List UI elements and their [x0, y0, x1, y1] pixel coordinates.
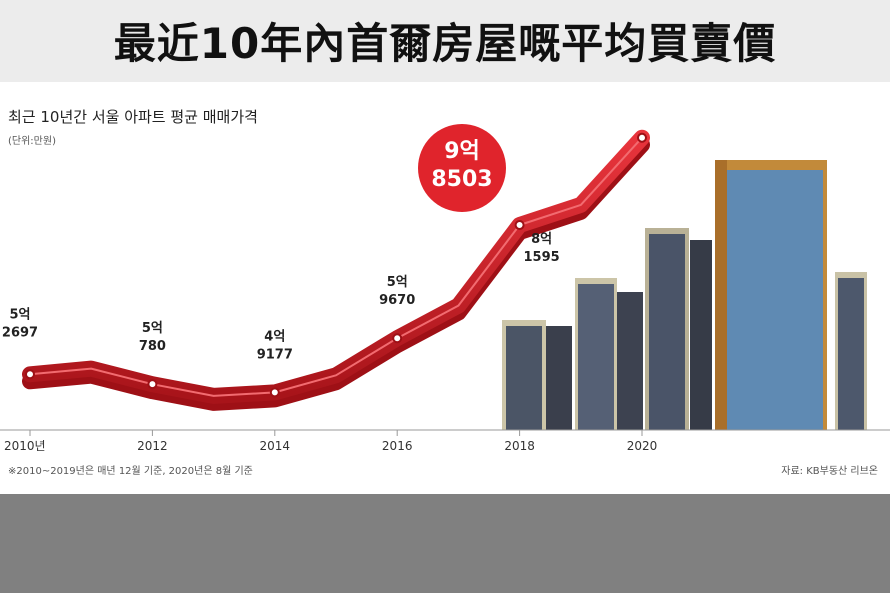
- line-highlight: [29, 137, 643, 397]
- chart-footnote: ※2010~2019년은 매년 12월 기준, 2020년은 8월 기준: [8, 465, 253, 477]
- line-series: [22, 129, 650, 411]
- data-label-line2: 780: [139, 339, 166, 354]
- chart-panel: 최근 10년간 서울 아파트 평균 매매가격 (단위:만원) 2010년 2012…: [0, 82, 890, 494]
- x-tick-label: 2018: [504, 439, 535, 453]
- data-label-line1: 4억: [264, 329, 285, 344]
- x-tick-label: 2020: [627, 439, 658, 453]
- data-label-line2: 1595: [524, 250, 560, 265]
- x-tick-label: 2016: [382, 439, 413, 453]
- data-label-line1: 5억: [387, 275, 408, 290]
- highlight-label-line2: 8503: [431, 167, 492, 192]
- data-point: [269, 387, 280, 398]
- x-axis-ticks: 2010년 2012 2014 2016 2018 2020: [4, 430, 657, 453]
- data-label-line2: 2697: [2, 325, 38, 340]
- chart-source: 자료: KB부동산 리브온: [781, 465, 878, 477]
- data-point: [514, 220, 525, 231]
- data-label-line1: 5억: [9, 307, 30, 322]
- banner-title: 最近10年內首爾房屋嘅平均買賣價: [113, 19, 777, 68]
- data-point: [25, 369, 35, 380]
- highlight-label-line1: 9억: [444, 139, 480, 164]
- apartment-buildings-illustration: [502, 160, 867, 430]
- data-label-line2: 9670: [379, 293, 415, 308]
- x-tick-label: 2012: [137, 439, 168, 453]
- chart-unit: (단위:만원): [8, 134, 56, 147]
- chart-svg: 최근 10년간 서울 아파트 평균 매매가격 (단위:만원) 2010년 2012…: [0, 108, 890, 477]
- data-point: [392, 333, 403, 344]
- data-point: [147, 379, 158, 390]
- title-banner: 最近10年內首爾房屋嘅平均買賣價: [0, 0, 890, 82]
- x-tick-label: 2014: [260, 439, 291, 453]
- data-label-line2: 9177: [257, 347, 293, 362]
- chart-title: 최근 10년간 서울 아파트 평균 매매가격: [8, 108, 258, 126]
- data-label-line1: 8억: [531, 232, 552, 247]
- data-labels: 5억 2697 5억 780 4억 9177 5억 9670 8억 1595 9억 8503: [2, 124, 560, 362]
- data-point: [637, 132, 647, 143]
- data-label-line1: 5억: [142, 321, 163, 336]
- x-tick-label: 2010년: [4, 439, 46, 453]
- highlight-callout-circle: [418, 124, 506, 212]
